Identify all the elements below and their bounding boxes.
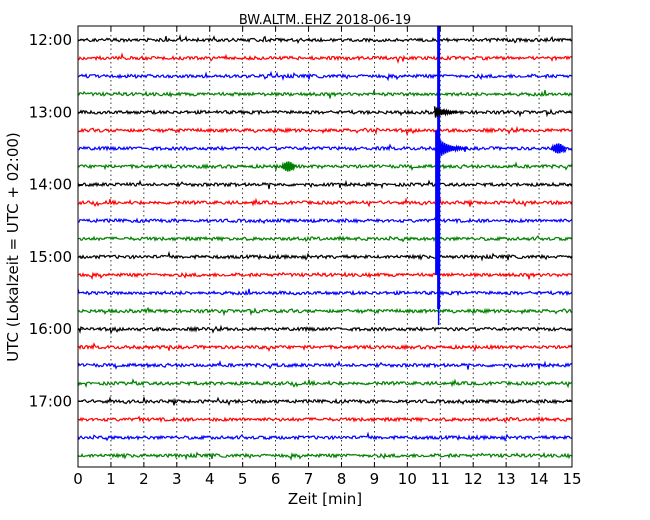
seismic-traces — [77, 33, 573, 461]
trace-line — [77, 396, 573, 407]
y-axis-ticks: 12:00 13:00 14:00 15:00 16:00 17:00 — [29, 31, 572, 410]
x-tick-label: 5 — [238, 470, 248, 488]
y-tick-label: 15:00 — [29, 248, 72, 266]
x-tick-label: 14 — [530, 470, 549, 488]
trace-line — [77, 415, 573, 423]
trace-line — [77, 235, 573, 243]
x-tick-label: 2 — [139, 470, 149, 488]
trace-line — [77, 125, 573, 136]
x-axis-ticks: 0 1 2 3 4 5 6 7 8 9 10 11 12 13 14 15 — [73, 26, 582, 488]
trace-line — [77, 52, 573, 65]
local-burst — [550, 143, 567, 154]
trace-line — [77, 306, 573, 317]
x-tick-label: 9 — [370, 470, 380, 488]
chart-title: BW.ALTM..EHZ 2018-06-19 — [239, 13, 411, 28]
x-tick-label: 0 — [73, 470, 83, 488]
trace-line — [77, 89, 573, 99]
y-tick-label: 13:00 — [29, 103, 72, 121]
x-tick-label: 15 — [562, 470, 581, 488]
trace-line — [77, 271, 573, 281]
x-tick-label: 6 — [271, 470, 281, 488]
trace-line — [77, 161, 573, 172]
trace-line — [77, 33, 573, 45]
x-tick-label: 10 — [398, 470, 417, 488]
y-tick-label: 16:00 — [29, 320, 72, 338]
x-tick-label: 13 — [497, 470, 516, 488]
y-axis-label: UTC (Lokalzeit = UTC + 02:00) — [4, 132, 22, 362]
trace-line — [77, 360, 573, 370]
y-tick-label: 14:00 — [29, 176, 72, 194]
vertical-grid — [110, 26, 540, 467]
trace-line — [77, 451, 573, 461]
trace-line — [77, 250, 573, 262]
x-tick-label: 11 — [431, 470, 450, 488]
trace-line — [77, 179, 573, 190]
trace-line — [77, 70, 573, 82]
x-tick-label: 12 — [464, 470, 483, 488]
local-burst — [280, 161, 297, 172]
trace-line — [77, 108, 573, 118]
trace-line — [77, 324, 573, 335]
y-tick-label: 12:00 — [29, 31, 72, 49]
trace-line — [77, 288, 573, 297]
trace-line — [77, 143, 573, 154]
event-marks — [280, 26, 567, 326]
x-tick-label: 3 — [172, 470, 182, 488]
plot-frame — [77, 25, 573, 468]
trace-line — [77, 342, 573, 353]
earthquake-coda-black — [433, 106, 459, 118]
trace-line — [77, 431, 573, 442]
trace-line — [77, 197, 573, 208]
x-axis-label: Zeit [min] — [288, 490, 362, 508]
x-tick-label: 1 — [106, 470, 116, 488]
trace-line — [77, 378, 573, 389]
x-tick-label: 4 — [205, 470, 215, 488]
y-tick-label: 17:00 — [29, 392, 72, 410]
trace-line — [77, 216, 573, 225]
earthquake-coda — [437, 138, 469, 158]
x-tick-label: 8 — [337, 470, 347, 488]
x-tick-label: 7 — [304, 470, 314, 488]
